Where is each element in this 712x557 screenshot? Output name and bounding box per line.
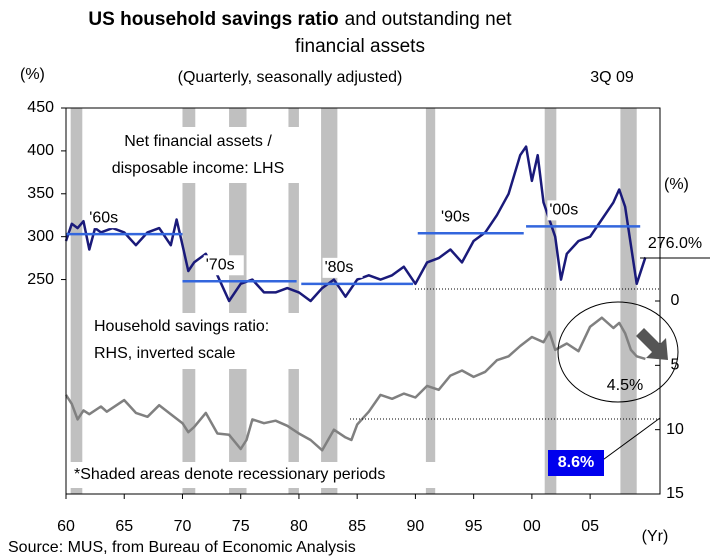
value-label-box xyxy=(548,450,604,476)
y-tick-label: 250 xyxy=(27,271,54,288)
average-label: '70s xyxy=(206,256,235,273)
average-label: '80s xyxy=(325,259,354,276)
x-axis-label: (Yr) xyxy=(642,528,669,545)
recession-band xyxy=(620,108,637,494)
average-label-bg xyxy=(203,255,244,276)
y2-tick-label: 5 xyxy=(671,357,680,374)
recession-layer xyxy=(70,108,637,494)
recession-band xyxy=(425,108,436,494)
annotation: *Shaded areas denote recessionary period… xyxy=(74,466,385,483)
subtitle: (Quarterly, seasonally adjusted) xyxy=(178,69,403,86)
value-label: 4.5% xyxy=(607,377,643,394)
average-label-bg xyxy=(439,207,480,228)
annotation-bg xyxy=(70,462,470,488)
y2-axis-label: (%) xyxy=(664,176,689,193)
recession-band xyxy=(321,108,338,494)
recession-band xyxy=(288,108,299,494)
recession-band xyxy=(182,108,196,494)
annotation: Household savings ratio: xyxy=(94,318,269,335)
average-label: '00s xyxy=(549,202,578,219)
y-tick-label: 350 xyxy=(27,185,54,202)
chart-title-line2: financial assets xyxy=(295,36,425,57)
y-axis-label: (%) xyxy=(20,66,45,83)
x-tick-label: 85 xyxy=(348,518,366,535)
title-rest: and outstanding net xyxy=(345,9,513,30)
x-tick-label: 60 xyxy=(57,518,75,535)
average-label: '60s xyxy=(89,209,118,226)
y2-tick-label: 15 xyxy=(666,485,684,502)
average-label-bg xyxy=(322,257,363,278)
source: Source: MUS, from Bureau of Economic Ana… xyxy=(8,539,356,556)
x-tick-label: 00 xyxy=(523,518,541,535)
average-label-bg xyxy=(87,208,128,229)
x-tick-label: 75 xyxy=(232,518,250,535)
x-tick-label: 05 xyxy=(581,518,599,535)
y-tick-label: 450 xyxy=(27,99,54,116)
arrow xyxy=(636,328,668,360)
y-tick-label: 300 xyxy=(27,228,54,245)
value-label: 276.0% xyxy=(648,235,702,252)
title-bold: US household savings ratio xyxy=(88,9,338,30)
x-tick-label: 70 xyxy=(174,518,192,535)
pointer-line xyxy=(599,417,661,463)
x-tick-label: 90 xyxy=(407,518,425,535)
average-label-bg xyxy=(547,200,588,221)
average-label: '90s xyxy=(441,208,470,225)
annotation-bg xyxy=(88,313,320,369)
annotation: RHS, inverted scale xyxy=(94,345,235,362)
chart-title: US household savings ratio and outstandin… xyxy=(88,9,512,30)
x-tick-label: 95 xyxy=(465,518,483,535)
highlight-circle xyxy=(557,301,679,403)
y2-tick-label: 0 xyxy=(671,292,680,309)
annotation-bg xyxy=(86,127,311,183)
series-line xyxy=(64,145,647,303)
recession-band xyxy=(70,108,83,494)
recession-band xyxy=(229,108,247,494)
annotation: Net financial assets / xyxy=(124,133,272,150)
y2-tick-label: 10 xyxy=(666,421,684,438)
y-tick-label: 400 xyxy=(27,142,54,159)
x-tick-label: 80 xyxy=(290,518,308,535)
series-line xyxy=(64,316,646,452)
x-tick-label: 65 xyxy=(115,518,133,535)
period: 3Q 09 xyxy=(590,69,634,86)
value-label: 8.6% xyxy=(558,454,594,471)
recession-band xyxy=(544,108,557,494)
annotation: disposable income: LHS xyxy=(112,160,285,177)
